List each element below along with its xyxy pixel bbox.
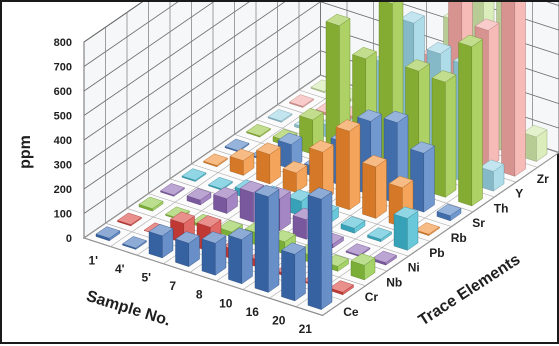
sample-label: 1': [88, 253, 98, 267]
bar-face-front: [255, 193, 268, 293]
bar-face-side: [445, 75, 456, 198]
bar-face-front: [202, 239, 215, 275]
y-tick-label: 200: [54, 184, 72, 196]
sample-label: 20: [272, 314, 286, 328]
bar-Th-21: [459, 35, 483, 206]
element-label: Ce: [343, 305, 359, 319]
bar-Ce-16: [255, 185, 279, 292]
bar-face-front: [282, 250, 295, 301]
element-label: Ni: [408, 261, 420, 275]
element-label: Cr: [365, 290, 379, 304]
bar-Ce-8: [202, 232, 226, 276]
element-label: Y: [515, 187, 523, 201]
bar-Zr-21: [502, 2, 526, 176]
bar-Ce-10: [229, 228, 253, 284]
bar-Rb-16: [363, 155, 387, 218]
z-axis-title: Trace Elements: [416, 251, 524, 329]
bar-Ce-20: [282, 243, 306, 301]
element-label: Zr: [537, 172, 549, 186]
y-tick-label: 800: [54, 37, 72, 49]
sample-label: 16: [246, 305, 260, 319]
bar-Pb-21: [394, 207, 418, 251]
y-tick-label: 700: [54, 62, 72, 74]
y-tick-label: 300: [54, 160, 72, 172]
bar-Th-20: [432, 71, 456, 198]
y-tick-label: 0: [66, 233, 72, 245]
y-tick-label: 100: [54, 209, 72, 221]
bar-face-side: [268, 189, 279, 292]
y-tick-label: 600: [54, 86, 72, 98]
bar-face-side: [242, 232, 253, 284]
bar-face-front: [149, 232, 162, 258]
bar-Rb-5': [257, 143, 281, 184]
bar-face-front: [336, 127, 349, 210]
y-axis-title: ppm: [17, 135, 34, 169]
sample-label: 8: [196, 288, 203, 302]
bar-Y-21: [480, 160, 504, 191]
bar-face-side: [515, 2, 526, 176]
element-label: Nb: [386, 275, 402, 289]
bar-face-side: [321, 192, 332, 310]
bar-Ba-21: [523, 125, 547, 161]
bar-Sr-20: [411, 142, 435, 212]
element-label: Rb: [451, 231, 467, 245]
bar-face-side: [376, 160, 387, 219]
bar-face-front: [308, 195, 321, 310]
bar-Rb-10: [336, 120, 360, 210]
element-label: Th: [494, 201, 509, 215]
y-tick-label: 500: [54, 111, 72, 123]
bar-Ce-7: [176, 232, 200, 267]
bar-face-side: [424, 146, 435, 212]
sample-label: 5': [141, 271, 151, 285]
sample-label: 10: [219, 296, 233, 310]
bar-face-front: [176, 239, 189, 267]
bar-Ce-21: [308, 188, 332, 310]
sample-label: 21: [299, 322, 313, 336]
bar-face-front: [257, 150, 270, 184]
bar-face-front: [394, 214, 407, 250]
sample-label: 4': [115, 262, 125, 276]
bar-face-side: [488, 23, 499, 168]
sample-label: 7: [169, 279, 176, 293]
bar-face-side: [472, 39, 483, 206]
bar-face-front: [459, 42, 472, 206]
bar-face-front: [363, 163, 376, 219]
bar-face-front: [240, 188, 253, 222]
bar-Ce-5': [149, 224, 173, 258]
bar-face-side: [349, 124, 360, 210]
bar-face-side: [295, 247, 306, 301]
element-label: Sr: [472, 216, 485, 230]
x-axis-title: Sample No.: [84, 288, 172, 330]
bar-face-front: [229, 235, 242, 283]
bar-face-front: [502, 2, 515, 176]
element-label: Pb: [429, 246, 444, 260]
y-tick-labels: 0 100 200 300 400 500 600 700 800: [54, 37, 72, 245]
y-tick-label: 400: [54, 135, 72, 147]
